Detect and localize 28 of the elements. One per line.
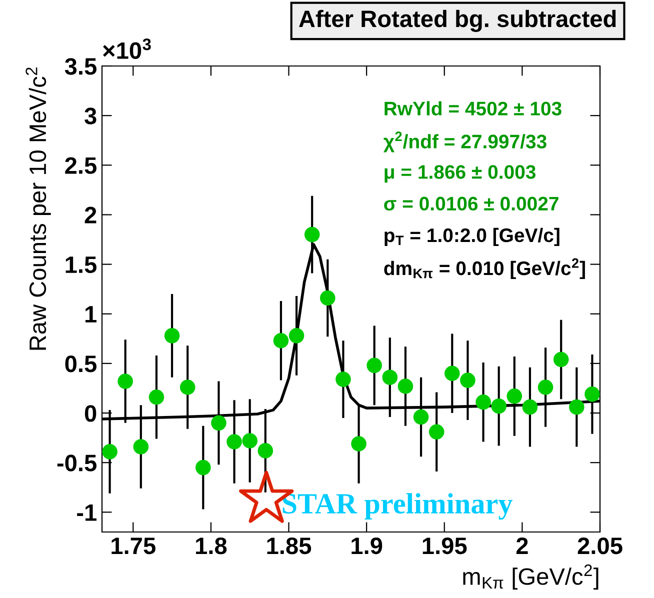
- y-tick-label: 3: [84, 108, 96, 124]
- y-tick-label: 0.5: [65, 356, 96, 372]
- y-tick-label: 0: [84, 405, 96, 422]
- x-tick-label: 1.9: [352, 537, 382, 554]
- annotation: p$_{T}$ = 1.0:2.0 [GeV/c]: [384, 228, 560, 246]
- y-tick-label: 2: [84, 206, 96, 224]
- y-axis-title: Raw Counts per 10 MeV/c$^{2}$: [26, 68, 51, 350]
- x-tick-label: 1.8: [196, 537, 227, 554]
- x-tick-label: 2.05: [578, 537, 622, 554]
- y-tick-label: 3.5: [64, 58, 96, 75]
- annotation: dm$_{Kπ}$ = 0.010 [GeV/c$^{2}$]: [384, 258, 585, 280]
- annotation: STAR preliminary: [282, 493, 512, 520]
- y-tick-label: 2.5: [65, 157, 96, 174]
- annotation: μ = 1.866 ± 0.003: [384, 165, 536, 183]
- annotation: σ = 0.0106 ± 0.0027: [384, 196, 558, 211]
- y-tick-label: 1.5: [66, 256, 96, 274]
- y-tick-label: -1: [77, 504, 96, 521]
- x-tick-label: 1.95: [422, 537, 467, 554]
- x-tick-label: 2: [516, 537, 528, 554]
- x-axis-title: m$_{Kπ}$ [GeV/c$^{2}$]: [463, 564, 598, 590]
- text: ×10$^{3}$: [102, 38, 151, 59]
- x-tick-label: 1.75: [112, 538, 156, 554]
- chart-title: After Rotated bg. subtracted: [299, 10, 616, 32]
- x-tick-label: 1.85: [267, 537, 312, 554]
- annotation: RwYld = 4502 ± 103: [384, 101, 562, 116]
- y-tick-label: 1: [85, 306, 96, 322]
- annotation: χ$^{2}$/ndf = 27.997/33: [383, 132, 546, 152]
- y-tick-label: -0.5: [57, 454, 96, 472]
